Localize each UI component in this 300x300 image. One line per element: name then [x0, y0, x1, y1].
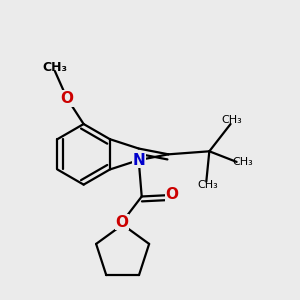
Text: N: N	[132, 153, 145, 168]
Text: CH₃: CH₃	[222, 115, 242, 125]
Text: CH₃: CH₃	[232, 157, 253, 167]
Text: O: O	[61, 91, 74, 106]
Text: CH₃: CH₃	[42, 61, 67, 74]
Text: CH₃: CH₃	[197, 180, 218, 190]
Text: O: O	[166, 188, 178, 202]
Text: O: O	[116, 215, 128, 230]
